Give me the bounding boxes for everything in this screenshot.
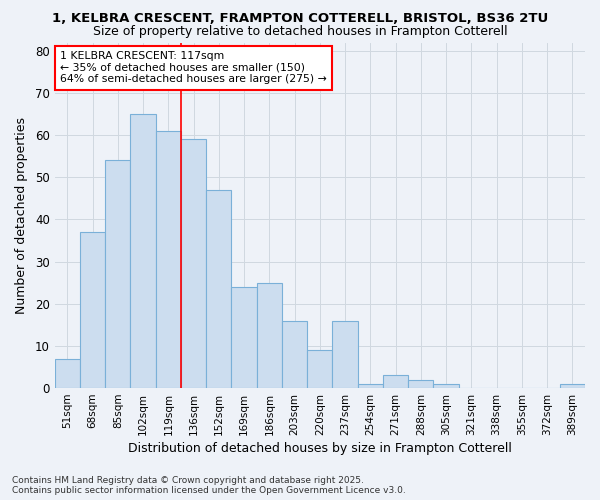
Bar	[181, 140, 206, 388]
Bar	[560, 384, 585, 388]
Bar	[408, 380, 433, 388]
Bar	[433, 384, 459, 388]
Bar	[232, 287, 257, 388]
X-axis label: Distribution of detached houses by size in Frampton Cotterell: Distribution of detached houses by size …	[128, 442, 512, 455]
Text: Size of property relative to detached houses in Frampton Cotterell: Size of property relative to detached ho…	[92, 25, 508, 38]
Text: Contains HM Land Registry data © Crown copyright and database right 2025.
Contai: Contains HM Land Registry data © Crown c…	[12, 476, 406, 495]
Bar	[282, 320, 307, 388]
Bar	[257, 282, 282, 388]
Text: 1, KELBRA CRESCENT, FRAMPTON COTTERELL, BRISTOL, BS36 2TU: 1, KELBRA CRESCENT, FRAMPTON COTTERELL, …	[52, 12, 548, 26]
Y-axis label: Number of detached properties: Number of detached properties	[15, 117, 28, 314]
Bar	[80, 232, 105, 388]
Bar	[206, 190, 232, 388]
Bar	[55, 358, 80, 388]
Text: 1 KELBRA CRESCENT: 117sqm
← 35% of detached houses are smaller (150)
64% of semi: 1 KELBRA CRESCENT: 117sqm ← 35% of detac…	[60, 51, 327, 84]
Bar	[332, 320, 358, 388]
Bar	[307, 350, 332, 388]
Bar	[358, 384, 383, 388]
Bar	[105, 160, 130, 388]
Bar	[130, 114, 155, 388]
Bar	[383, 376, 408, 388]
Bar	[155, 131, 181, 388]
